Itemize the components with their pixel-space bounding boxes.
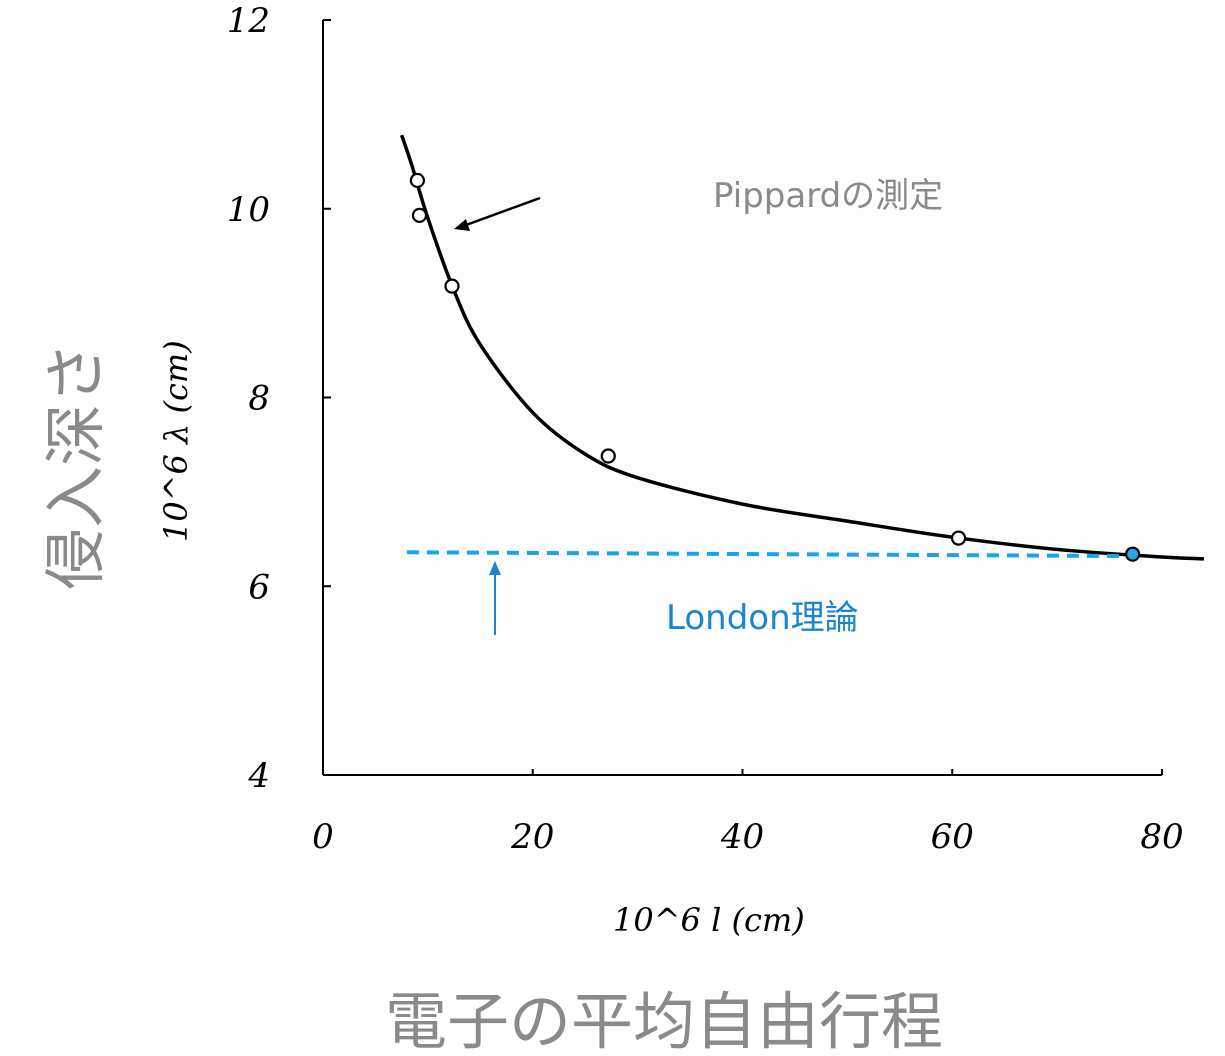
x-axis-label: 10^6 l (cm) <box>613 901 805 939</box>
pippard-arrow-head <box>454 219 470 231</box>
measurement-point <box>409 172 425 189</box>
y-tick-label: 12 <box>227 1 270 41</box>
london-dashed-layer <box>406 550 1131 559</box>
x-tick-label: 60 <box>931 817 974 857</box>
curve-layer <box>399 134 1205 561</box>
london-arrow-head <box>489 561 501 575</box>
x-tick-label: 40 <box>720 817 764 857</box>
y-ticks: 4 6 8 10 12 <box>227 1 331 796</box>
london-annotation: London理論 <box>666 598 859 638</box>
y-tick-label: 6 <box>248 567 270 607</box>
x-tick-label: 20 <box>510 817 554 857</box>
x-axis-label-jp: 電子の平均自由行程 <box>385 985 943 1056</box>
plot-background <box>385 95 1225 648</box>
pippard-arrow-line <box>465 196 541 227</box>
measurement-point <box>950 530 967 546</box>
measurement-point <box>444 278 460 294</box>
x-tick-label: 80 <box>1140 817 1183 857</box>
points-layer <box>409 172 1141 562</box>
y-axis-label-jp: 侵入深さ <box>39 342 112 590</box>
y-tick-label: 8 <box>248 379 270 419</box>
london-theory-line <box>406 550 1131 559</box>
x-ticks: 0 20 40 60 80 <box>312 769 1184 857</box>
fit-curve <box>399 134 1205 561</box>
y-tick-label: 10 <box>227 190 270 230</box>
pippard-annotation: Pippardの測定 <box>713 176 943 216</box>
y-axis-label: 10^6 λ (cm) <box>157 340 195 542</box>
measurement-point <box>411 207 428 223</box>
x-tick-label: 0 <box>312 817 334 857</box>
y-tick-label: 4 <box>247 756 270 796</box>
measurement-point <box>600 448 616 464</box>
measurement-point <box>1125 546 1141 562</box>
